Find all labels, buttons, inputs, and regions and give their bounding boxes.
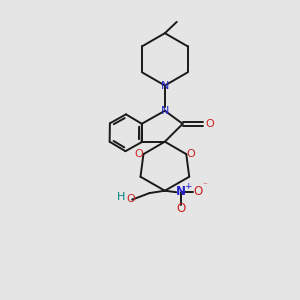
Text: O: O bbox=[205, 119, 214, 129]
Text: O: O bbox=[187, 148, 195, 159]
Text: N: N bbox=[161, 80, 169, 91]
Text: +: + bbox=[184, 182, 191, 191]
Text: O: O bbox=[134, 148, 143, 159]
Text: O: O bbox=[176, 202, 185, 215]
Text: ⁻: ⁻ bbox=[202, 182, 207, 191]
Text: H: H bbox=[117, 192, 125, 202]
Text: N: N bbox=[161, 106, 169, 116]
Text: N: N bbox=[176, 185, 186, 198]
Text: O: O bbox=[126, 194, 135, 204]
Text: O: O bbox=[194, 185, 203, 198]
